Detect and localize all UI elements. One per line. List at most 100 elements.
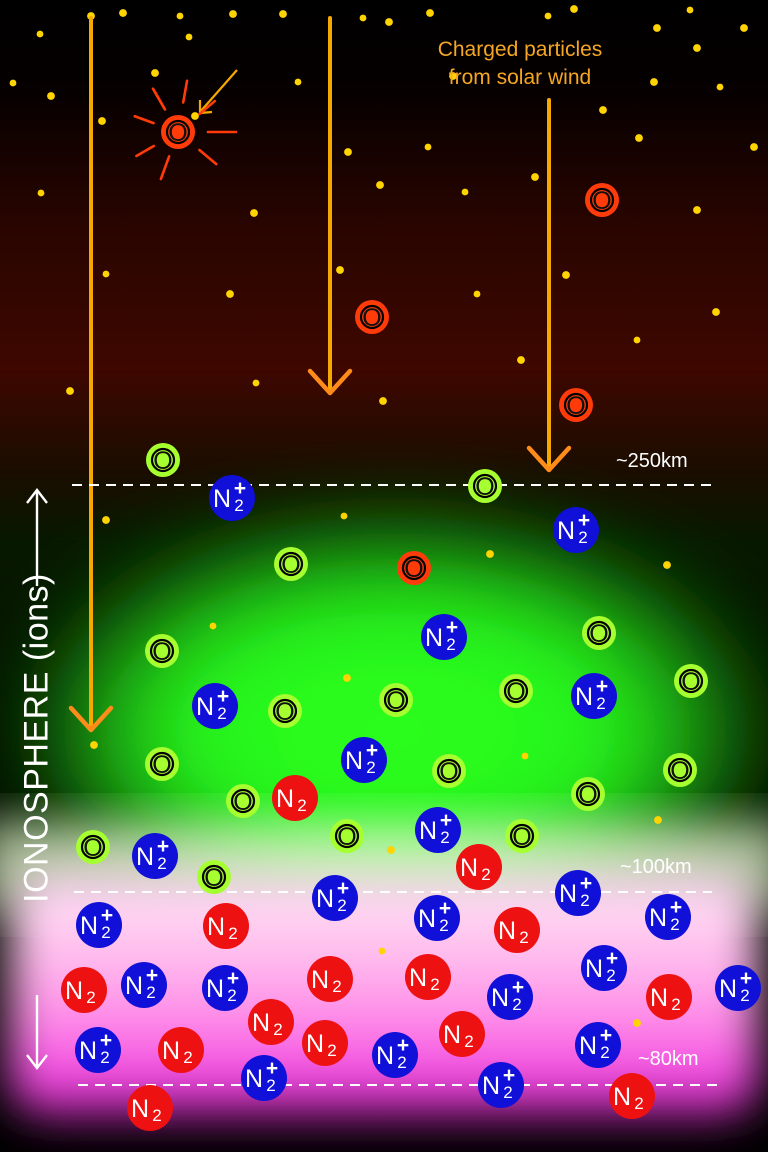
- nitrogen-ion: N 2+: [571, 673, 617, 719]
- svg-text:2: 2: [439, 916, 448, 935]
- star-dot: [693, 44, 701, 52]
- star-dot: [544, 12, 552, 20]
- svg-text:O: O: [153, 447, 172, 475]
- star-dot: [185, 33, 193, 41]
- excited-oxygen-green: O: [76, 830, 110, 864]
- excited-oxygen-red: O: [585, 183, 619, 217]
- svg-text:O: O: [233, 788, 252, 816]
- svg-text:O: O: [578, 781, 597, 809]
- excited-oxygen-green: O: [145, 747, 179, 781]
- svg-text:2: 2: [397, 1053, 406, 1072]
- svg-text:2: 2: [446, 635, 455, 654]
- svg-text:2: 2: [234, 496, 243, 515]
- star-dot: [102, 270, 110, 278]
- nitrogen-ion: N 2+: [487, 974, 533, 1020]
- star-dot: [279, 10, 287, 18]
- svg-text:2: 2: [227, 986, 236, 1005]
- nitrogen-ion: N 2+: [715, 965, 761, 1011]
- star-dot: [635, 134, 643, 142]
- svg-text:2: 2: [481, 865, 490, 884]
- nitrogen-ion: N 2+: [421, 614, 467, 660]
- star-dot: [119, 9, 127, 17]
- svg-text:N: N: [376, 1042, 394, 1070]
- star-dot: [633, 336, 641, 344]
- svg-text:N: N: [131, 1095, 149, 1123]
- svg-text:N: N: [245, 1065, 263, 1093]
- svg-text:O: O: [204, 864, 223, 892]
- svg-text:+: +: [600, 1024, 612, 1047]
- svg-text:O: O: [512, 823, 531, 851]
- star-dot: [359, 14, 367, 22]
- star-dot: [36, 30, 44, 38]
- nitrogen-ion: N 2+: [76, 902, 122, 948]
- excited-oxygen-green: O: [582, 616, 616, 650]
- excited-oxygen-green: O: [663, 753, 697, 787]
- excited-oxygen-green: O: [330, 819, 364, 853]
- star-dot: [37, 189, 45, 197]
- nitrogen-ion: N 2+: [192, 683, 238, 729]
- svg-text:+: +: [217, 685, 229, 708]
- svg-text:O: O: [152, 751, 171, 779]
- svg-text:2: 2: [157, 854, 166, 873]
- star-dot: [340, 512, 348, 520]
- nitrogen-ion: N 2+: [415, 807, 461, 853]
- star-dot: [343, 674, 351, 682]
- svg-text:2: 2: [266, 1076, 275, 1095]
- excited-oxygen-green: O: [432, 754, 466, 788]
- star-dot: [461, 188, 469, 196]
- svg-text:+: +: [670, 896, 682, 919]
- svg-text:2: 2: [146, 983, 155, 1002]
- star-dot: [599, 106, 607, 114]
- star-dot: [379, 397, 387, 405]
- star-dot: [653, 24, 661, 32]
- svg-text:N: N: [585, 955, 603, 983]
- svg-text:N: N: [498, 917, 516, 945]
- svg-text:O: O: [670, 757, 689, 785]
- solar-wind-arrow: [526, 98, 572, 473]
- star-dot: [176, 12, 184, 20]
- svg-text:2: 2: [578, 528, 587, 547]
- svg-text:O: O: [681, 668, 700, 696]
- emission-ray: [135, 144, 156, 158]
- nitrogen-ion: N 2+: [575, 1022, 621, 1068]
- particle-arrows: [68, 16, 572, 733]
- svg-text:+: +: [580, 872, 592, 895]
- nitrogen-ion: N 2+: [312, 875, 358, 921]
- svg-text:N: N: [650, 984, 668, 1012]
- star-dot: [449, 72, 457, 80]
- svg-text:N: N: [419, 817, 437, 845]
- svg-text:+: +: [740, 967, 752, 990]
- star-dot: [344, 148, 352, 156]
- svg-text:N: N: [207, 913, 225, 941]
- svg-text:2: 2: [337, 896, 346, 915]
- svg-text:N: N: [460, 854, 478, 882]
- svg-text:+: +: [439, 897, 451, 920]
- star-dot: [686, 6, 694, 14]
- svg-text:O: O: [362, 304, 381, 332]
- svg-text:N: N: [276, 785, 294, 813]
- svg-text:N: N: [345, 747, 363, 775]
- svg-text:O: O: [506, 678, 525, 706]
- star-dot: [90, 741, 98, 749]
- svg-text:O: O: [168, 119, 187, 147]
- star-dot: [387, 846, 395, 854]
- svg-text:2: 2: [580, 891, 589, 910]
- star-dot: [517, 356, 525, 364]
- svg-text:O: O: [566, 392, 585, 420]
- emission-ray: [159, 155, 171, 181]
- svg-text:N: N: [482, 1072, 500, 1100]
- excited-oxygen-red: O: [559, 388, 593, 422]
- svg-text:N: N: [613, 1083, 631, 1111]
- excited-oxygen-green: O: [674, 664, 708, 698]
- svg-text:+: +: [337, 877, 349, 900]
- svg-text:+: +: [440, 809, 452, 832]
- nitrogen-ion: N 2+: [414, 895, 460, 941]
